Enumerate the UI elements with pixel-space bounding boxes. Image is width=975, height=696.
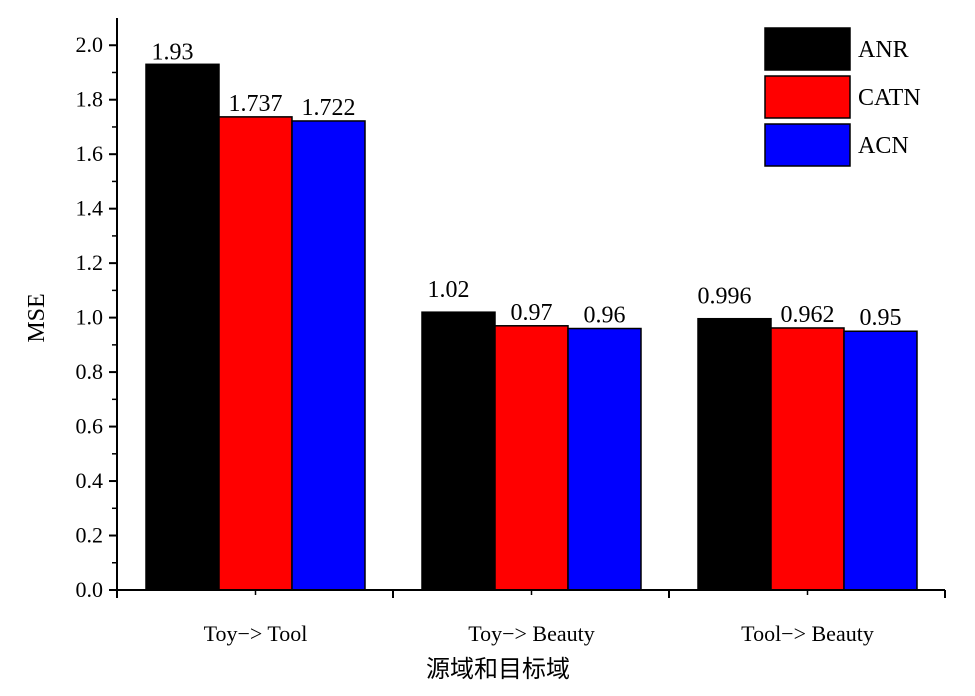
y-tick-label-0: 0.0 — [76, 577, 104, 602]
y-tick-label-1: 0.2 — [76, 523, 104, 548]
y-tick-label-7: 1.4 — [76, 196, 104, 221]
data-label-acn-1: 0.96 — [584, 303, 626, 329]
bar-acn-1 — [567, 327, 642, 591]
axes: Toy−> Tool Toy−> Beauty Tool−> Beauty 0.0 0.… — [76, 18, 946, 646]
legend-label-acn: ACN — [858, 133, 909, 159]
data-label-acn-2: 0.95 — [860, 305, 902, 331]
bar-acn-2 — [843, 330, 918, 591]
x-tick-label-1: Toy−> Beauty — [468, 621, 595, 646]
bar-catn-0 — [218, 116, 293, 591]
y-tick-label-6: 1.2 — [76, 250, 104, 275]
data-label-anr-2: 0.996 — [698, 284, 752, 310]
legend-swatch-catn — [764, 75, 851, 119]
legend: ANR CATN ACN — [764, 27, 921, 167]
legend-label-anr: ANR — [858, 37, 909, 63]
x-tick-label-2: Tool−> Beauty — [741, 621, 874, 646]
data-label-anr-0: 1.93 — [152, 39, 194, 65]
plot-area: 1.93 1.737 1.722 1.02 0.97 0.96 0.996 0.962 0.95 — [145, 39, 918, 591]
legend-label-catn: CATN — [858, 85, 921, 111]
data-label-catn-0: 1.737 — [229, 91, 283, 117]
y-tick-label-9: 1.8 — [76, 87, 104, 112]
bar-anr-1 — [421, 311, 496, 591]
bar-anr-2 — [697, 317, 772, 591]
x-tick-label-0: Toy−> Tool — [204, 621, 308, 646]
data-label-anr-1: 1.02 — [428, 277, 470, 303]
y-axis-title: MSE — [24, 293, 50, 342]
data-label-catn-2: 0.962 — [781, 302, 835, 328]
bar-acn-0 — [291, 120, 366, 591]
legend-swatch-anr — [764, 27, 851, 71]
data-label-acn-0: 1.722 — [302, 95, 356, 121]
bar-anr-0 — [145, 63, 220, 591]
x-axis-title: 源域和目标域 — [426, 656, 570, 683]
bar-catn-1 — [494, 325, 569, 591]
y-tick-label-2: 0.4 — [76, 468, 104, 493]
legend-swatch-acn — [764, 123, 851, 167]
bar-catn-2 — [770, 327, 845, 591]
y-tick-label-5: 1.0 — [76, 305, 104, 330]
y-tick-label-10: 2.0 — [76, 32, 104, 57]
y-tick-label-3: 0.6 — [76, 414, 104, 439]
y-tick-label-4: 0.8 — [76, 359, 104, 384]
data-label-catn-1: 0.97 — [511, 300, 553, 326]
y-tick-label-8: 1.6 — [76, 141, 104, 166]
